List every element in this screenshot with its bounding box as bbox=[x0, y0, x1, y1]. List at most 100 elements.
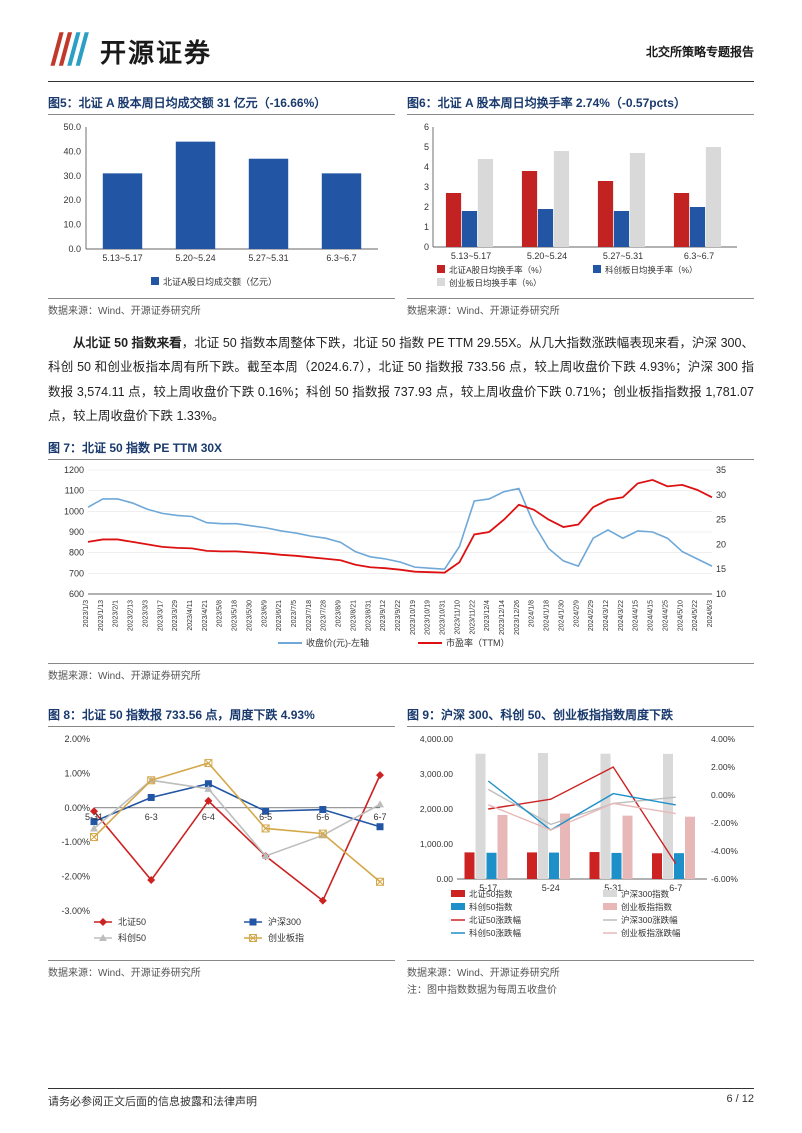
svg-text:10: 10 bbox=[716, 589, 726, 599]
svg-text:2023/7/5: 2023/7/5 bbox=[291, 599, 298, 626]
company-name: 开源证券 bbox=[100, 33, 212, 70]
svg-text:2024/1/8: 2024/1/8 bbox=[529, 599, 536, 626]
svg-text:2023/11/22: 2023/11/22 bbox=[469, 599, 476, 634]
svg-text:0.0: 0.0 bbox=[68, 244, 81, 254]
svg-text:2.00%: 2.00% bbox=[711, 762, 736, 772]
svg-text:2023/3/17: 2023/3/17 bbox=[157, 599, 164, 630]
svg-text:1,000.00: 1,000.00 bbox=[420, 839, 453, 849]
page-header: 开源证券 北交所策略专题报告 bbox=[48, 28, 754, 82]
svg-text:北证A股日均成交额（亿元）: 北证A股日均成交额（亿元） bbox=[163, 276, 277, 287]
chart5-bar: 0.010.020.030.040.050.05.13~5.175.20~5.2… bbox=[48, 119, 395, 289]
svg-text:900: 900 bbox=[69, 527, 84, 537]
svg-text:收盘价(元)-左轴: 收盘价(元)-左轴 bbox=[306, 637, 369, 648]
svg-text:2023/5/18: 2023/5/18 bbox=[232, 599, 239, 630]
svg-text:0.00: 0.00 bbox=[436, 874, 453, 884]
svg-text:30.0: 30.0 bbox=[63, 171, 81, 181]
svg-text:0.00%: 0.00% bbox=[711, 790, 736, 800]
svg-text:2024/1/18: 2024/1/18 bbox=[544, 599, 551, 630]
svg-text:2023/10/19: 2023/10/19 bbox=[410, 599, 417, 634]
svg-text:2023/4/21: 2023/4/21 bbox=[202, 599, 209, 630]
svg-text:2023/12/26: 2023/12/26 bbox=[514, 599, 521, 634]
svg-text:2023/8/31: 2023/8/31 bbox=[365, 599, 372, 630]
svg-text:2: 2 bbox=[424, 202, 429, 212]
svg-text:6-4: 6-4 bbox=[202, 811, 215, 821]
logo-icon bbox=[48, 28, 90, 75]
svg-text:6-7: 6-7 bbox=[373, 811, 386, 821]
page-footer: 请务必参阅正文后面的信息披露和法律声明 6 / 12 bbox=[48, 1088, 754, 1109]
svg-text:2023/2/1: 2023/2/1 bbox=[113, 599, 120, 626]
svg-text:30: 30 bbox=[716, 489, 726, 499]
svg-text:2,000.00: 2,000.00 bbox=[420, 804, 453, 814]
svg-text:2023/12/4: 2023/12/4 bbox=[484, 599, 491, 630]
chart5-title: 图5：北证 A 股本周日均成交额 31 亿元（-16.66%） bbox=[48, 94, 395, 115]
svg-text:6-7: 6-7 bbox=[669, 883, 682, 893]
chart7-title: 图 7：北证 50 指数 PE TTM 30X bbox=[48, 439, 754, 460]
svg-text:2024/3/12: 2024/3/12 bbox=[603, 599, 610, 630]
chart9-source: 数据来源：Wind、开源证券研究所 bbox=[407, 960, 754, 979]
svg-text:-3.00%: -3.00% bbox=[61, 906, 90, 916]
svg-text:6.3~6.7: 6.3~6.7 bbox=[684, 251, 714, 261]
svg-text:6-5: 6-5 bbox=[259, 811, 272, 821]
chart9-note: 注：图中指数数据为每周五收盘价 bbox=[407, 981, 754, 996]
chart7-source: 数据来源：Wind、开源证券研究所 bbox=[48, 663, 754, 682]
chart5-source: 数据来源：Wind、开源证券研究所 bbox=[48, 298, 395, 317]
svg-text:2024/5/22: 2024/5/22 bbox=[692, 599, 699, 630]
svg-text:6-3: 6-3 bbox=[145, 811, 158, 821]
svg-text:2023/10/31: 2023/10/31 bbox=[440, 599, 447, 634]
svg-text:5-31: 5-31 bbox=[85, 811, 103, 821]
svg-text:沪深300指数: 沪深300指数 bbox=[621, 889, 670, 899]
svg-text:50.0: 50.0 bbox=[63, 122, 81, 132]
svg-text:4.00%: 4.00% bbox=[711, 734, 736, 744]
svg-text:2023/6/21: 2023/6/21 bbox=[276, 599, 283, 630]
svg-text:6: 6 bbox=[424, 122, 429, 132]
footer-disclaimer: 请务必参阅正文后面的信息披露和法律声明 bbox=[48, 1093, 257, 1109]
chart6-source: 数据来源：Wind、开源证券研究所 bbox=[407, 298, 754, 317]
chart8-line: -3.00%-2.00%-1.00%0.00%1.00%2.00%5-316-3… bbox=[48, 731, 395, 951]
svg-text:1200: 1200 bbox=[64, 465, 84, 475]
svg-text:北证50涨跌幅: 北证50涨跌幅 bbox=[469, 915, 521, 925]
svg-text:2024/4/25: 2024/4/25 bbox=[662, 599, 669, 630]
svg-text:6-6: 6-6 bbox=[316, 811, 329, 821]
svg-text:20.0: 20.0 bbox=[63, 195, 81, 205]
svg-text:-2.00%: -2.00% bbox=[711, 818, 738, 828]
svg-text:-1.00%: -1.00% bbox=[61, 837, 90, 847]
svg-text:-4.00%: -4.00% bbox=[711, 846, 738, 856]
svg-text:5-24: 5-24 bbox=[542, 883, 560, 893]
svg-text:2023/2/13: 2023/2/13 bbox=[128, 599, 135, 630]
svg-text:2023/10/19: 2023/10/19 bbox=[425, 599, 432, 634]
svg-text:5.20~5.24: 5.20~5.24 bbox=[527, 251, 567, 261]
svg-text:3,000.00: 3,000.00 bbox=[420, 769, 453, 779]
svg-text:2024/4/15: 2024/4/15 bbox=[648, 599, 655, 630]
svg-text:-6.00%: -6.00% bbox=[711, 874, 738, 884]
svg-text:科创50指数: 科创50指数 bbox=[469, 902, 513, 912]
svg-text:创业板指: 创业板指 bbox=[268, 932, 304, 943]
svg-text:2023/5/30: 2023/5/30 bbox=[246, 599, 253, 630]
svg-text:25: 25 bbox=[716, 514, 726, 524]
svg-text:40.0: 40.0 bbox=[63, 146, 81, 156]
svg-text:5.20~5.24: 5.20~5.24 bbox=[175, 253, 215, 263]
svg-text:2024/2/29: 2024/2/29 bbox=[588, 599, 595, 630]
page-number: 6 / 12 bbox=[726, 1093, 754, 1109]
report-type: 北交所策略专题报告 bbox=[646, 43, 754, 60]
svg-text:2023/8/9: 2023/8/9 bbox=[336, 599, 343, 626]
chart9-title: 图 9：沪深 300、科创 50、创业板指指数周度下跌 bbox=[407, 706, 754, 727]
svg-text:市盈率（TTM）: 市盈率（TTM） bbox=[446, 637, 510, 648]
svg-text:科创板日均换手率（%）: 科创板日均换手率（%） bbox=[605, 265, 698, 275]
svg-text:2023/11/10: 2023/11/10 bbox=[454, 599, 461, 634]
svg-text:2024/6/3: 2024/6/3 bbox=[707, 599, 714, 626]
svg-text:800: 800 bbox=[69, 547, 84, 557]
svg-text:2023/7/28: 2023/7/28 bbox=[321, 599, 328, 630]
svg-text:沪深300涨跌幅: 沪深300涨跌幅 bbox=[621, 915, 678, 925]
svg-text:创业板日均换手率（%）: 创业板日均换手率（%） bbox=[449, 278, 542, 288]
svg-text:2023/5/8: 2023/5/8 bbox=[217, 599, 224, 626]
svg-text:2024/3/22: 2024/3/22 bbox=[618, 599, 625, 630]
svg-text:北证50指数: 北证50指数 bbox=[469, 889, 513, 899]
chart9-combo: 0.001,000.002,000.003,000.004,000.00-6.0… bbox=[407, 731, 754, 951]
svg-text:1.00%: 1.00% bbox=[64, 768, 90, 778]
svg-text:6.3~6.7: 6.3~6.7 bbox=[326, 253, 356, 263]
svg-text:2023/3/3: 2023/3/3 bbox=[142, 599, 149, 626]
svg-text:10.0: 10.0 bbox=[63, 220, 81, 230]
svg-text:创业板指指数: 创业板指指数 bbox=[621, 902, 673, 912]
svg-text:-2.00%: -2.00% bbox=[61, 871, 90, 881]
svg-text:2024/4/15: 2024/4/15 bbox=[633, 599, 640, 630]
